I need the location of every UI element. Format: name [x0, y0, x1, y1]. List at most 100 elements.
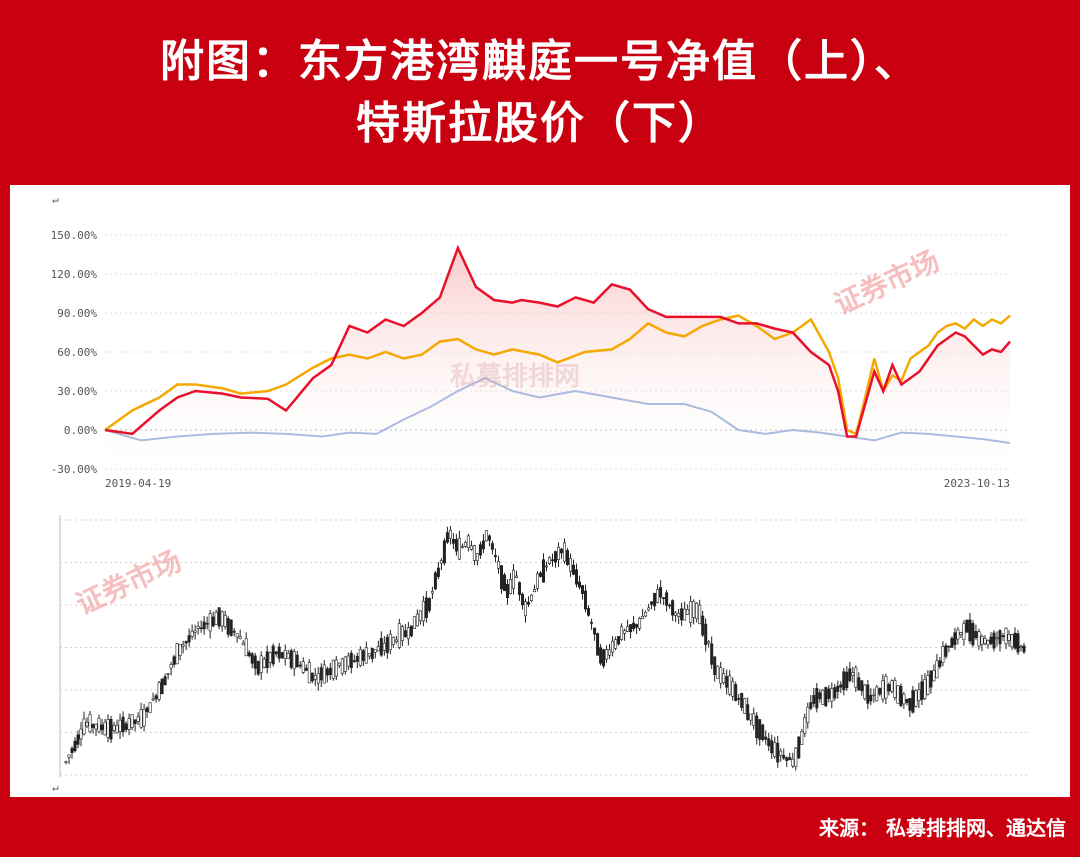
candle: [872, 688, 876, 703]
series-line-index: [104, 376, 1011, 444]
candle: [839, 681, 843, 694]
candle: [280, 651, 284, 659]
candle: [421, 595, 425, 627]
candle: [139, 702, 143, 730]
candle: [388, 629, 392, 655]
top-chart-x-ticks: 2019-04-19 2023-10-13: [105, 477, 1010, 490]
candle: [94, 723, 98, 736]
candle: [436, 562, 440, 580]
candle: [352, 654, 356, 663]
candle: [989, 632, 993, 646]
candle: [496, 555, 500, 574]
title-banner: 附图：东方港湾麒庭一号净值（上）、 特斯拉股价（下）: [0, 0, 1080, 185]
candle: [740, 692, 744, 712]
candle: [523, 598, 527, 623]
candle: [635, 623, 639, 634]
candle: [785, 756, 789, 768]
y-tick-label: 150.00%: [51, 229, 98, 242]
return-mark-bottom: ↵: [52, 781, 59, 794]
return-mark-top: ↵: [52, 193, 59, 206]
candle: [313, 668, 317, 687]
candle: [926, 670, 930, 696]
candle: [277, 642, 281, 663]
candle: [565, 548, 569, 566]
candle: [532, 584, 536, 593]
candle: [971, 620, 975, 648]
candle: [409, 625, 413, 638]
candle: [1010, 633, 1014, 651]
candle: [259, 651, 263, 680]
candle: [574, 563, 578, 588]
watermark-stamp-top: 证券市场: [829, 244, 944, 321]
candle: [884, 673, 888, 704]
candle: [319, 663, 323, 687]
chart-panel: 150.00% 120.00% 90.00% 60.00% 30.00% 0.00% -30…: [10, 185, 1070, 797]
candle: [1022, 643, 1026, 654]
candle: [677, 609, 681, 624]
candle: [184, 640, 188, 651]
candle: [665, 589, 669, 612]
candle: [550, 553, 554, 567]
candle: [430, 586, 434, 599]
candle: [166, 673, 170, 680]
candle: [782, 748, 786, 760]
candle: [580, 584, 584, 600]
candle: [331, 659, 335, 681]
candle: [169, 661, 173, 676]
candle: [704, 618, 708, 652]
candle: [752, 707, 756, 730]
candle: [617, 636, 621, 646]
candle: [304, 664, 308, 672]
candle: [157, 680, 161, 702]
candle: [896, 685, 900, 704]
candle: [193, 624, 197, 640]
candle: [809, 695, 813, 711]
candle: [283, 644, 287, 666]
candle: [220, 610, 224, 632]
candle: [869, 688, 873, 706]
candle: [698, 599, 702, 625]
candle: [938, 656, 942, 669]
candle: [725, 669, 729, 695]
candle: [379, 631, 383, 657]
candle: [454, 534, 458, 556]
fund-area: [105, 248, 1010, 469]
candle: [289, 648, 293, 670]
candle: [145, 706, 149, 718]
candle: [998, 629, 1002, 652]
candle: [767, 732, 771, 751]
candle: [475, 553, 479, 566]
candle: [403, 624, 407, 638]
candle: [385, 634, 389, 659]
candle: [553, 550, 557, 568]
candle: [127, 713, 131, 736]
candle: [599, 644, 603, 666]
candle: [472, 544, 476, 565]
candle: [935, 653, 939, 679]
x-tick-label: 2023-10-13: [944, 477, 1010, 490]
candle: [1016, 630, 1020, 655]
candle: [511, 564, 515, 595]
candle: [626, 619, 630, 633]
candle: [124, 721, 128, 733]
candle: [397, 618, 401, 650]
candle: [205, 616, 209, 630]
candle: [710, 636, 714, 669]
candle: [593, 627, 597, 641]
candle: [800, 728, 804, 745]
candle: [1001, 632, 1005, 641]
candle: [370, 647, 374, 663]
candle: [821, 688, 825, 705]
candle: [863, 684, 867, 701]
candle: [860, 680, 864, 696]
candle: [571, 559, 575, 576]
candle: [85, 717, 89, 729]
candle: [517, 581, 521, 601]
candle: [358, 646, 362, 668]
candle: [73, 737, 77, 753]
candle: [719, 661, 723, 689]
candle: [662, 596, 666, 606]
candle: [151, 692, 155, 702]
candle: [298, 661, 302, 669]
candle: [824, 686, 828, 708]
